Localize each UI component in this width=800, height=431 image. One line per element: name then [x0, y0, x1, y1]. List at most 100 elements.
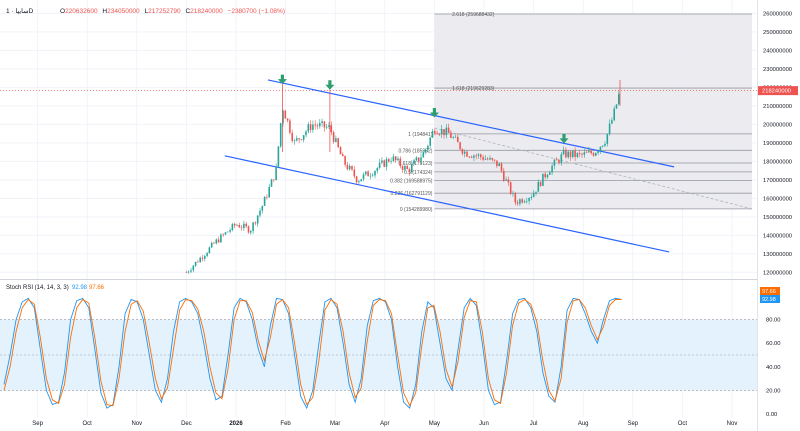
candle-body — [353, 169, 356, 177]
candle-body — [199, 257, 201, 263]
candle-body — [243, 223, 245, 229]
candle-body — [256, 215, 259, 224]
candle-body — [229, 229, 231, 232]
candle-body — [572, 150, 574, 158]
candle-body — [606, 133, 609, 144]
candle-body — [484, 158, 487, 160]
stoch-rsi-legend[interactable]: Stoch RSI (14, 14, 3, 3) 92.98 97.66 — [6, 285, 105, 291]
candle-body — [192, 265, 195, 271]
open-label: O — [60, 8, 65, 15]
signal-arrow-stem — [328, 80, 332, 86]
candle-body — [523, 201, 526, 203]
candle-body — [535, 191, 537, 193]
price-axis[interactable]: 2600000002500000002400000002300000002200… — [758, 11, 798, 276]
candle-body — [424, 149, 427, 153]
candle-body — [590, 150, 592, 154]
candle-body — [399, 158, 402, 167]
rsi-tick-label: 60.00 — [766, 341, 781, 347]
time-tick-label: 2026 — [229, 421, 243, 427]
candle-body — [360, 179, 362, 182]
candle-body — [581, 153, 583, 155]
candle-body — [477, 154, 480, 156]
time-axis[interactable]: Sep Oct Nov Dec 2026 Feb Mar Apr May Jun Jul Aug Sep… — [32, 421, 737, 427]
candle-body — [597, 151, 599, 153]
candle-body — [220, 234, 222, 243]
stoch-rsi-title: Stoch RSI (14, 14, 3, 3) — [6, 285, 69, 291]
candle-body — [227, 231, 229, 233]
time-tick-label: Oct — [83, 421, 93, 427]
price-tick-label: 210000000 — [763, 104, 792, 110]
fib-level-label: 0.618 (179123) — [398, 161, 432, 167]
price-tick-label: 240000000 — [763, 48, 792, 54]
candle-body — [565, 149, 567, 158]
rsi-axis[interactable]: 80.00 60.00 40.00 20.00 0.00 97.66 92.98 — [760, 287, 781, 418]
candle-body — [204, 255, 206, 259]
candle-body — [362, 174, 365, 180]
candle-body — [286, 118, 289, 121]
candle-body — [618, 94, 620, 105]
price-tick-label: 130000000 — [763, 252, 792, 258]
candle-body — [208, 247, 211, 254]
candle-body — [296, 138, 298, 141]
candle-body — [277, 146, 280, 167]
candle-body — [300, 139, 303, 141]
price-tick-label: 190000000 — [763, 141, 792, 147]
candle-body — [185, 272, 188, 273]
candle-body — [486, 158, 489, 160]
candle-body — [417, 157, 420, 161]
candle-body — [307, 124, 310, 132]
candle-body — [604, 143, 606, 146]
channel-line[interactable] — [267, 79, 675, 168]
signal-arrows — [277, 74, 569, 144]
candle-body — [404, 165, 406, 170]
candle-body — [302, 135, 305, 140]
time-tick-label: Sep — [627, 421, 638, 427]
candle-body — [388, 159, 390, 162]
candle-body — [615, 104, 618, 109]
candle-body — [305, 131, 307, 136]
candle-body — [284, 110, 287, 119]
rsi-band — [0, 319, 757, 391]
candle-body — [585, 152, 588, 153]
candle-body — [408, 169, 411, 173]
candle-body — [339, 147, 342, 155]
candle-body — [450, 132, 452, 138]
candle-body — [454, 136, 457, 138]
candle-body — [254, 222, 257, 224]
candle-body — [224, 232, 227, 235]
candle-body — [482, 157, 484, 160]
candle-body — [371, 175, 374, 176]
candle-body — [314, 124, 316, 126]
candle-body — [611, 120, 613, 124]
candle-body — [528, 198, 530, 202]
candle-body — [319, 122, 321, 127]
price-tick-label: 230000000 — [763, 67, 792, 73]
candle-body — [480, 154, 482, 158]
price-tick-label: 150000000 — [763, 215, 792, 221]
candle-body — [530, 197, 533, 199]
rsi-d-line — [3, 298, 622, 407]
fibonacci-retracement[interactable]: 2.618 (259688432) 1.618 (219629283) 1 (194… — [0, 12, 757, 213]
channel-line[interactable] — [224, 155, 670, 253]
candle-body — [374, 170, 376, 176]
candle-body — [236, 224, 238, 226]
candle-body — [562, 149, 565, 155]
high-label: H — [102, 8, 107, 15]
candle-body — [378, 162, 381, 168]
fib-zone[interactable] — [434, 13, 752, 209]
candle-body — [233, 223, 236, 226]
candle-body — [588, 150, 590, 153]
fib-level-label: 2.618 (259688432) — [452, 12, 495, 18]
low-value: 217252790 — [148, 8, 181, 15]
price-tick-label: 170000000 — [763, 178, 792, 184]
candle-body — [217, 239, 220, 243]
rsi-d-badge-label: 97.66 — [762, 289, 776, 295]
trend-channel[interactable] — [224, 79, 675, 253]
candle-body — [259, 210, 261, 216]
time-tick-label: Dec — [181, 421, 192, 427]
candle-body — [512, 193, 514, 194]
candle-body — [348, 165, 351, 170]
candle-body — [578, 153, 581, 154]
symbol-title: سایپا · 1D — [6, 7, 34, 15]
